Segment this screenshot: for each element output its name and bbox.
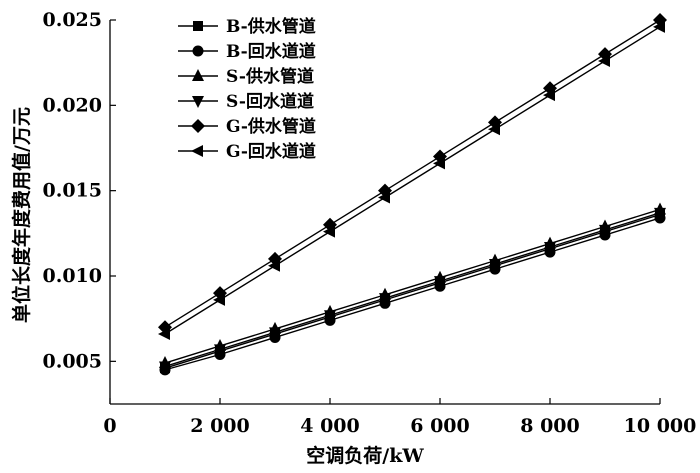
legend-item: S-供水管道 [178,66,314,87]
data-point-triangle-left [268,259,280,272]
data-point-triangle-up [192,69,204,81]
series-line [164,217,661,371]
legend-item: B-回水道道 [178,41,316,62]
legend-item: B-供水管道 [178,16,316,37]
data-point-triangle-left [653,20,665,33]
data-point-triangle-left [433,157,445,170]
series-6 [158,20,665,341]
data-point-triangle-down [544,241,556,254]
y-tick-label: 0.010 [43,265,103,287]
legend-label: B-回水道道 [226,41,316,62]
legend: B-供水管道 B-回水道道 S-供水管道 S-回水道道 G-供水管道 G-回水道道 [178,16,316,162]
y-tick-label: 0.020 [43,94,103,116]
series-line [164,212,661,368]
data-point-triangle-left [598,54,610,67]
data-point-triangle-left [378,191,390,204]
data-point-triangle-left [158,328,170,341]
y-tick-label: 0.015 [43,180,103,202]
data-point-triangle-left [213,293,225,306]
data-point-triangle-left [543,89,555,102]
legend-item: G-回水道道 [178,141,316,162]
data-point-triangle-down [599,224,611,237]
x-tick-label: 10 000 [624,415,697,437]
series-3 [159,202,666,369]
y-tick-label: 0.005 [43,350,103,372]
series-line [164,19,661,328]
data-point-triangle-down [654,207,666,220]
legend-item: G-供水管道 [178,116,316,137]
legend-label: S-回水道道 [226,91,314,112]
data-point-diamond [191,119,205,133]
data-point-triangle-left [191,145,203,157]
x-axis-title: 空调负荷/kW [306,444,424,467]
data-point-triangle-left [323,225,335,238]
series-4 [159,207,666,374]
legend-label: G-回水道道 [226,141,316,162]
y-ticks: 0.005 0.010 0.015 0.020 0.025 [43,9,116,372]
data-point-triangle-down [269,327,281,340]
data-point-triangle-left [488,123,500,136]
y-axis-title: 单位长度年度费用值/万元 [10,107,33,323]
y-tick-label: 0.025 [43,9,103,31]
x-tick-label: 0 [103,415,116,437]
data-point-triangle-down [214,344,226,357]
data-point-triangle-down [324,310,336,323]
data-point-circle [192,45,204,57]
x-ticks: 0 2 000 4 000 6 000 8 000 10 000 [103,398,696,437]
x-tick-label: 6 000 [410,415,470,437]
series-line [164,213,661,369]
data-point-square [193,21,203,31]
series-line [164,26,661,335]
x-tick-label: 2 000 [190,415,250,437]
series-layer [158,13,667,376]
data-point-triangle-down [379,293,391,306]
data-point-triangle-down [489,259,501,272]
axes [109,20,660,405]
series-line [164,208,661,364]
data-point-triangle-down [159,361,171,374]
legend-label: G-供水管道 [226,116,316,137]
x-tick-label: 4 000 [300,415,360,437]
legend-item: S-回水道道 [178,91,314,112]
data-point-triangle-down [434,276,446,289]
data-point-triangle-down [192,96,204,108]
x-tick-label: 8 000 [520,415,580,437]
legend-label: B-供水管道 [226,16,316,37]
legend-label: S-供水管道 [226,66,314,87]
